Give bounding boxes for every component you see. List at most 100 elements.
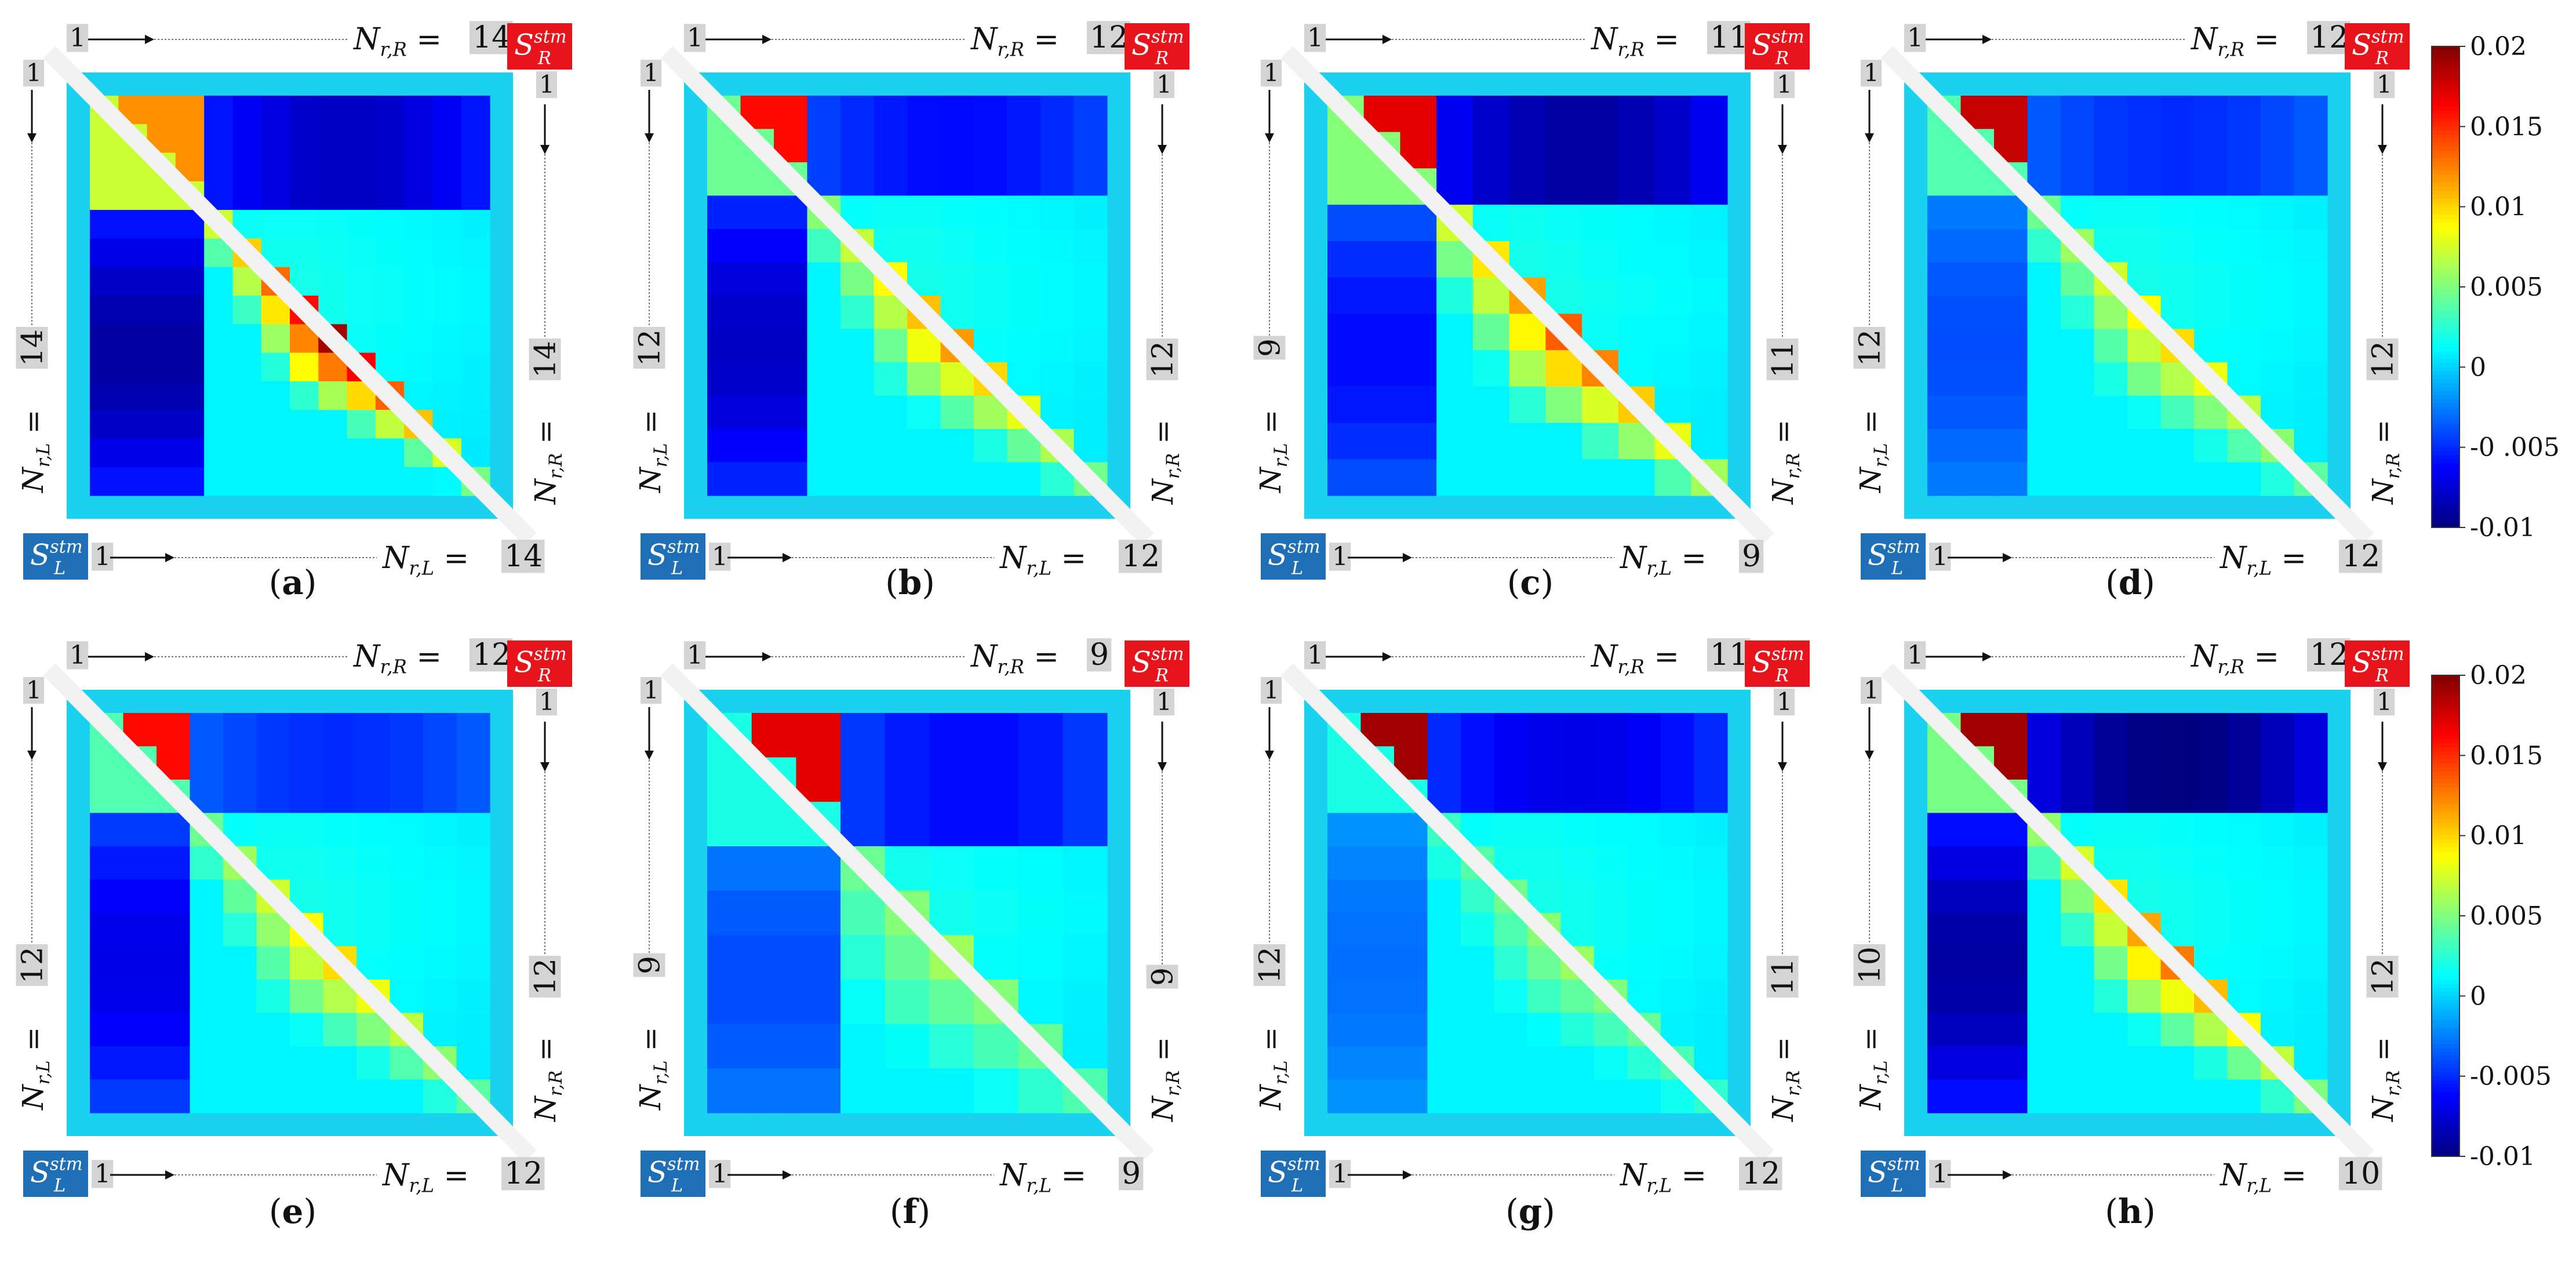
heatmap-cell	[1509, 132, 1546, 169]
colorbar-band	[2432, 139, 2459, 143]
heatmap-cell	[1461, 946, 1495, 980]
heatmap-cell	[90, 980, 124, 1014]
heatmap-cell	[707, 846, 752, 891]
colorbar-band	[2432, 875, 2459, 880]
heatmap-cell	[404, 210, 434, 239]
left-count-number-text: 10	[1853, 947, 1887, 984]
heatmap-cell	[347, 438, 376, 468]
top-start-number-text: 1	[1907, 23, 1923, 53]
heatmap-cell	[974, 846, 1019, 891]
bottom-count-number-text: 12	[1122, 539, 1160, 574]
heatmap-cell	[1394, 1013, 1428, 1047]
heatmap-cell	[432, 152, 462, 182]
heatmap-cell	[1560, 846, 1595, 880]
heatmap-cell	[1327, 205, 1365, 242]
heatmap-cell	[2227, 1079, 2261, 1113]
heatmap-cell	[404, 96, 434, 125]
heatmap-cell	[356, 746, 391, 780]
heatmap-cell	[375, 267, 405, 296]
heatmap-cell	[2227, 329, 2261, 363]
heatmap-cell	[1040, 229, 1075, 263]
heatmap-cell	[1040, 329, 1075, 363]
colorbar-band	[2432, 1072, 2459, 1077]
top-count-label: Nr,R =	[2190, 22, 2279, 60]
heatmap-cell	[118, 352, 148, 382]
colorbar-band	[2432, 206, 2459, 212]
heatmap-cell	[1360, 813, 1395, 847]
heatmap-cell	[318, 410, 348, 439]
heatmap-cell	[1560, 746, 1595, 780]
heatmap-cell	[2160, 395, 2195, 430]
heatmap-cell	[1007, 462, 1041, 496]
heatmap-cell	[2027, 296, 2061, 330]
colorbar-band	[2432, 407, 2459, 412]
heatmap-cell	[390, 946, 424, 980]
heatmap-cell	[907, 395, 941, 430]
heatmap-cell	[261, 467, 290, 496]
s-right-label-bg	[1745, 23, 1810, 70]
heatmap-cell	[261, 210, 290, 239]
colorbar-band	[2432, 1128, 2459, 1133]
heatmap-cell	[290, 846, 324, 880]
heatmap-cell	[1654, 277, 1691, 314]
heatmap-cell	[874, 195, 908, 230]
heatmap-cell	[175, 352, 205, 382]
colorbar-tick-label: 0.015	[2470, 741, 2543, 770]
heatmap-cell	[2127, 780, 2162, 814]
right-count-number: 9	[1146, 964, 1180, 989]
heatmap-cell	[256, 713, 290, 747]
heatmap-cell	[404, 467, 434, 496]
colorbar-band	[2432, 992, 2459, 997]
colorbar-band	[2432, 751, 2459, 756]
heatmap-cell	[118, 238, 148, 268]
bottom-start-number-bg	[1329, 543, 1351, 571]
colorbar-band	[2432, 839, 2459, 845]
heatmap-cell	[1960, 980, 1995, 1014]
top-count-number-text: 12	[472, 638, 511, 672]
heatmap-cell	[2027, 980, 2061, 1014]
bottom-count-number: 14	[501, 539, 545, 574]
colorbar-band	[2432, 158, 2459, 163]
heatmap-cell	[1691, 386, 1728, 424]
heatmap-cell	[157, 946, 191, 980]
colorbar-tick-label: 0.005	[2470, 272, 2543, 302]
colorbar-band	[2432, 847, 2459, 853]
heatmap-cell	[256, 1079, 290, 1113]
colorbar-band	[2432, 871, 2459, 876]
heatmap-cell	[375, 152, 405, 182]
heatmap-cell	[1472, 96, 1510, 133]
heatmap-cell	[147, 210, 176, 239]
heatmap-cell	[90, 780, 124, 814]
heatmap-cell	[2061, 780, 2095, 814]
heatmap-cell	[1927, 329, 1962, 363]
bottom-count-label: Nr,L =	[2219, 541, 2306, 579]
heatmap-cell	[1994, 713, 2028, 747]
heatmap-cell	[841, 96, 875, 130]
heatmap-cell	[456, 1046, 490, 1080]
top-start-number-bg	[1304, 24, 1326, 52]
heatmap-cell	[1461, 1079, 1495, 1113]
heatmap-cell	[2261, 229, 2295, 263]
heatmap-cell	[2094, 462, 2128, 496]
heatmap-cell	[456, 946, 490, 980]
heatmap-cell	[2127, 1079, 2162, 1113]
heatmap-cell	[1627, 813, 1661, 847]
heatmap-cell	[807, 462, 841, 496]
colorbar-band	[2432, 227, 2459, 231]
heatmap-cell	[147, 267, 176, 296]
colorbar-band	[2432, 62, 2459, 67]
heatmap-cell	[118, 267, 148, 296]
heatmap-cell	[1363, 314, 1401, 351]
heatmap-cell	[2261, 846, 2295, 880]
heatmap-cell	[404, 296, 434, 325]
heatmap-cell	[375, 238, 405, 268]
heatmap-cell	[774, 429, 808, 463]
heatmap-cell	[707, 229, 741, 263]
heatmap-cell	[841, 395, 875, 430]
heatmap-cell	[2294, 980, 2328, 1014]
heatmap-cell	[1360, 780, 1395, 814]
heatmap-cell	[2027, 946, 2061, 980]
heatmap-cell	[841, 757, 886, 802]
colorbar-band	[2432, 1080, 2459, 1085]
